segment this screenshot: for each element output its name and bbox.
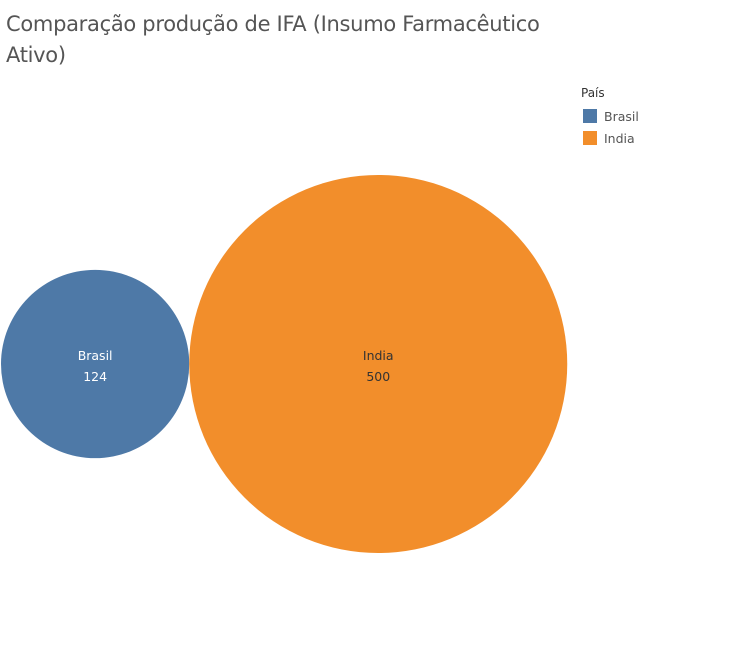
- legend-label-india: India: [604, 130, 635, 146]
- legend: País Brasil India: [581, 86, 731, 149]
- legend-swatch-india: [583, 131, 597, 145]
- bubble-value-brasil: 124: [83, 369, 107, 384]
- bubble-label-brasil: Brasil: [78, 348, 113, 363]
- bubble-india[interactable]: [189, 175, 568, 553]
- legend-title: País: [581, 86, 605, 100]
- chart-title: Comparação produção de IFA (Insumo Farma…: [6, 12, 540, 67]
- legend-item-india[interactable]: India: [581, 127, 731, 149]
- bubble-value-india: 500: [366, 369, 390, 384]
- bubble-group-india[interactable]: India 500: [189, 175, 568, 553]
- legend-label-brasil: Brasil: [604, 108, 639, 124]
- legend-item-brasil[interactable]: Brasil: [581, 105, 731, 127]
- bubble-label-india: India: [363, 348, 394, 363]
- bubble-brasil[interactable]: [1, 269, 190, 459]
- bubble-group-brasil[interactable]: Brasil 124: [1, 269, 190, 459]
- legend-swatch-brasil: [583, 109, 597, 123]
